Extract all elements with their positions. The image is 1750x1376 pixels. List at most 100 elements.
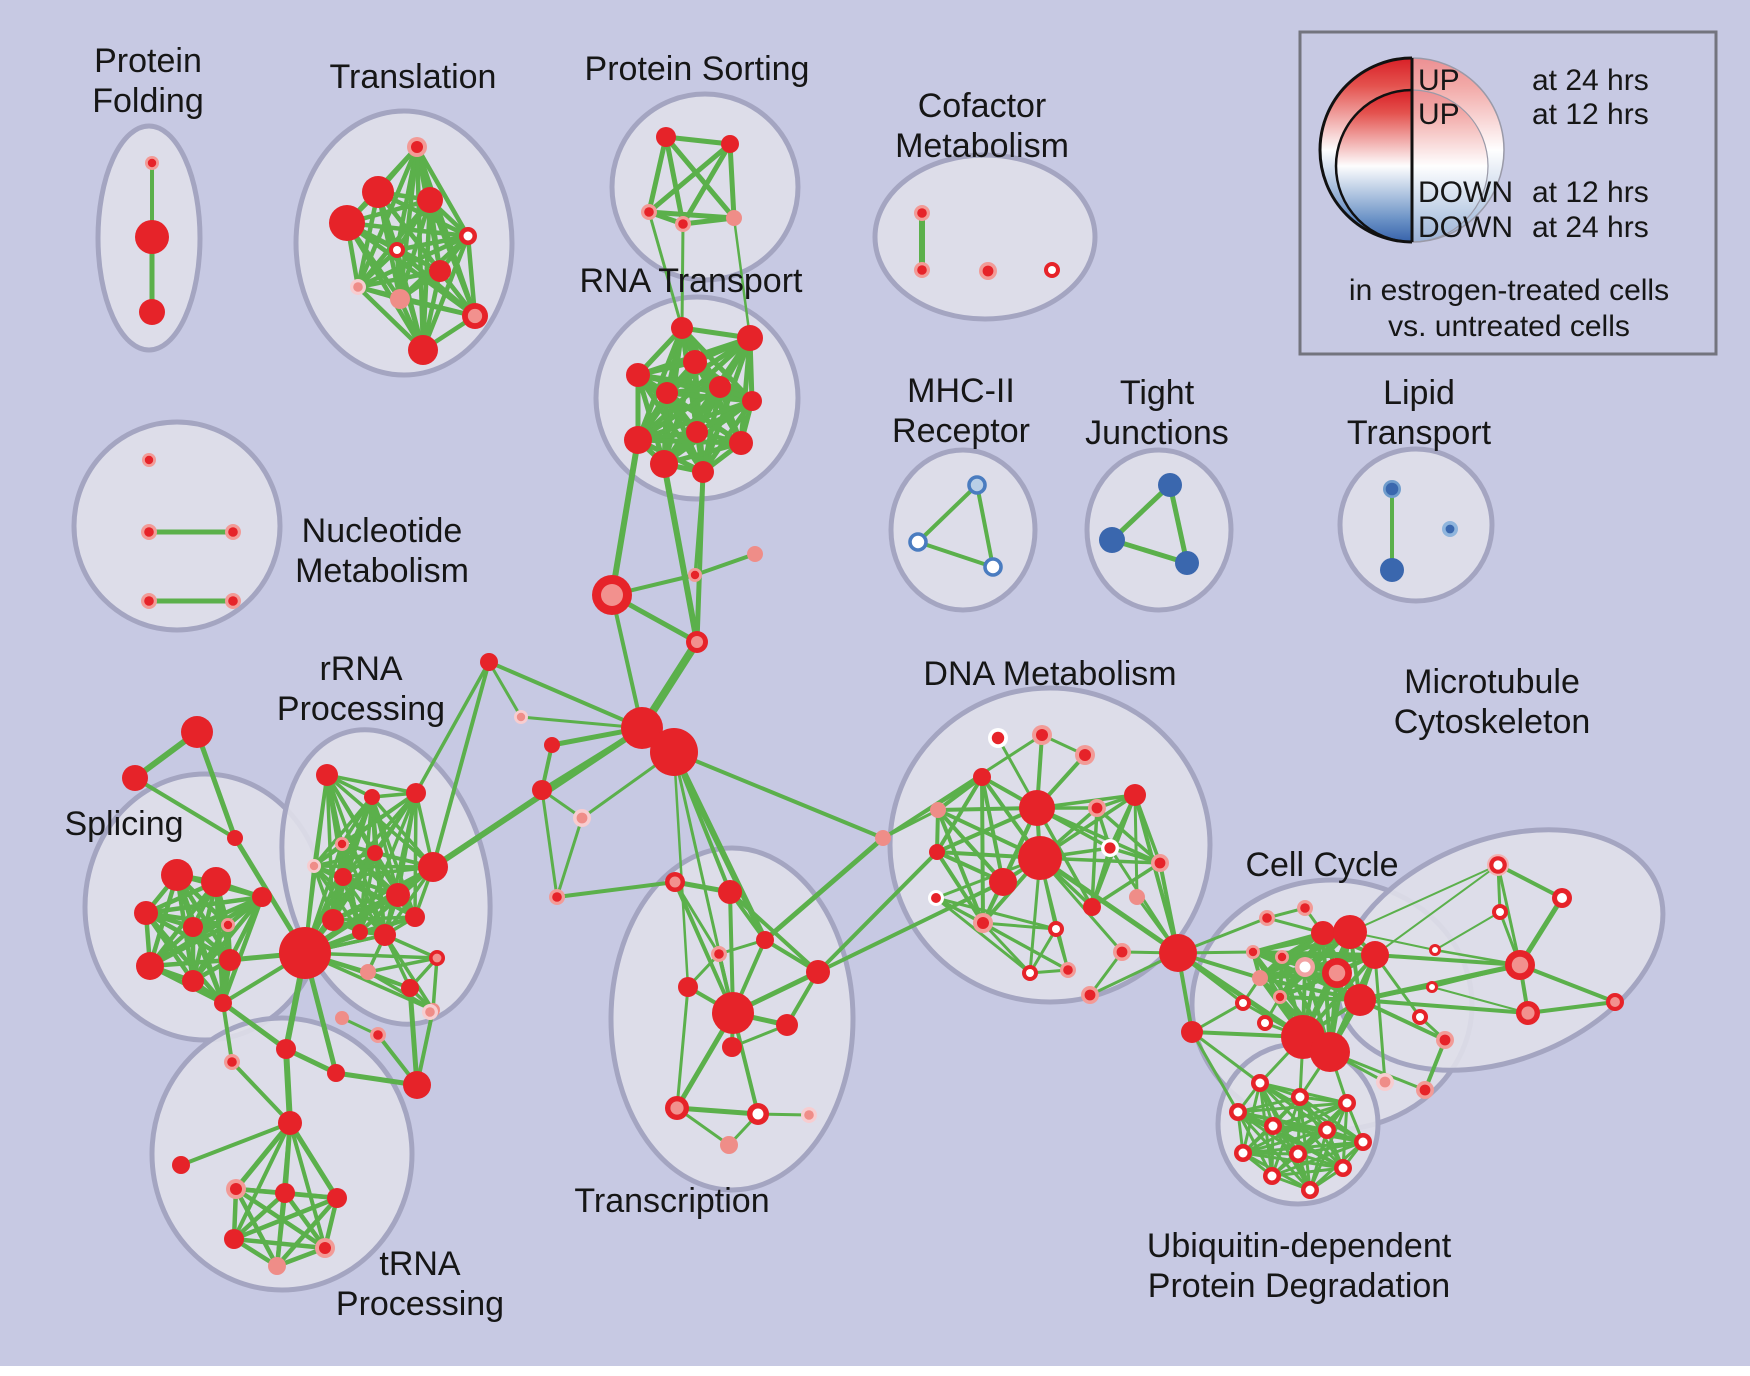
node-ub12-core: [1305, 1185, 1315, 1195]
edge-c6-c4: [540, 788, 559, 899]
node-mc3-core: [1496, 908, 1504, 916]
edge-dm0-dm5: [881, 808, 940, 840]
node-sx2: [122, 765, 148, 791]
legend-time-1: at 24 hrs: [1532, 64, 1649, 97]
node-t9-core: [670, 1101, 684, 1115]
node-sp2: [201, 867, 231, 897]
node-cc10-outer: [1311, 921, 1335, 945]
node-ub6: [1318, 1121, 1336, 1139]
node-rt6-outer: [709, 376, 731, 398]
cluster-label-protein-sorting-line1: Protein Sorting: [585, 50, 810, 88]
node-dm7-outer: [1018, 836, 1062, 880]
legend-outer-right-outline: [1411, 57, 1505, 243]
edge-rr2-rr5: [312, 795, 374, 868]
edge-rt7-rt8: [635, 398, 755, 443]
edge-sp6-sp10: [147, 894, 265, 969]
node-ps2: [721, 135, 739, 153]
edge-dm18-dm10: [1133, 793, 1139, 899]
edge-mh2-mh3: [916, 540, 995, 569]
node-mc10-core: [1439, 1034, 1451, 1046]
node-rr16-outer: [401, 979, 419, 997]
node-tl7-outer: [429, 260, 451, 282]
legend-time-4: at 24 hrs: [1532, 211, 1649, 244]
node-tl11-outer: [408, 335, 438, 365]
node-ps2-outer: [721, 135, 739, 153]
edge-mh1-mh3: [975, 483, 995, 569]
node-dm20-core: [1026, 969, 1034, 977]
edge-tn4-tn6: [231, 1190, 288, 1242]
node-dm21: [1060, 962, 1076, 978]
node-dm17: [1083, 898, 1101, 916]
edge-dm5-dm15: [936, 808, 985, 925]
node-rr10-outer: [322, 909, 344, 931]
node-dm5-outer: [930, 802, 946, 818]
node-t8: [722, 1037, 742, 1057]
node-cs: [688, 568, 702, 582]
node-tl10-core: [467, 308, 483, 324]
legend-box: [1298, 30, 1718, 356]
node-rr16: [401, 979, 419, 997]
node-sp2-outer: [201, 867, 231, 897]
node-c1-core: [601, 584, 623, 606]
node-mc11-core: [1419, 1084, 1431, 1096]
edge-rt12-cs: [693, 470, 705, 577]
node-sp7-outer: [182, 970, 204, 992]
node-tl10: [462, 303, 488, 329]
edge-t1-tc: [673, 880, 735, 1015]
node-t2: [718, 880, 742, 904]
node-dm8: [989, 868, 1017, 896]
edge-ps5-rt2: [732, 216, 752, 340]
node-dm4: [973, 768, 991, 786]
edge-tj1-tj3: [1167, 482, 1190, 566]
node-rr4-core: [337, 839, 347, 849]
node-rt1: [671, 317, 693, 339]
edge-hub2-t6: [672, 750, 690, 989]
node-c6-core: [552, 892, 562, 902]
cluster-label-lipid-transport-line1: Lipid: [1383, 374, 1455, 412]
node-sp3-outer: [134, 901, 158, 925]
node-rr10: [322, 909, 344, 931]
node-mh2: [908, 532, 928, 552]
node-rr6: [334, 868, 352, 886]
node-rr14: [360, 964, 376, 980]
node-dm20: [1022, 965, 1038, 981]
node-ps4: [675, 216, 691, 232]
legend-inner-left-outline: [1334, 88, 1413, 244]
node-tl1: [407, 137, 427, 157]
node-dm16: [1048, 921, 1064, 937]
edge-dm6-dm12: [1035, 806, 1162, 865]
node-nm4: [141, 593, 157, 609]
node-ub1: [1251, 1074, 1269, 1092]
node-mid2: [514, 710, 528, 724]
node-t10-core: [752, 1108, 764, 1120]
edge-dm4-dm13: [935, 775, 984, 854]
node-tn10: [327, 1064, 345, 1082]
node-mc4-core: [1432, 947, 1438, 953]
node-dm4-outer: [973, 768, 991, 786]
node-cc13: [1322, 958, 1352, 988]
node-hub2-outer: [650, 728, 698, 776]
edge-rr17-rr12: [383, 933, 435, 1012]
node-dm3: [1075, 745, 1095, 765]
node-sp7: [182, 970, 204, 992]
node-ps1: [656, 127, 676, 147]
node-dm23: [1081, 986, 1099, 1004]
node-tn2: [172, 1156, 190, 1174]
node-tn11: [370, 1027, 386, 1043]
node-mc7-core: [1521, 1006, 1535, 1020]
cluster-label-cofactor-metabolism-line2: Metabolism: [895, 127, 1069, 165]
node-rr7-outer: [367, 845, 383, 861]
node-rt10: [729, 431, 753, 455]
edge-mid1-rr3: [414, 660, 491, 795]
node-rt12-outer: [692, 461, 714, 483]
node-dm7: [1018, 836, 1062, 880]
edge-rr2-rr8: [370, 795, 435, 869]
node-cf2: [914, 262, 930, 278]
edge-mc4-mc3: [1434, 911, 1501, 951]
node-cf2-core: [917, 265, 927, 275]
edge-t6-t9: [675, 985, 690, 1110]
node-dm22-outer: [1181, 1021, 1203, 1043]
legend-direction-2: UP: [1418, 98, 1460, 131]
node-mid1-outer: [480, 653, 498, 671]
